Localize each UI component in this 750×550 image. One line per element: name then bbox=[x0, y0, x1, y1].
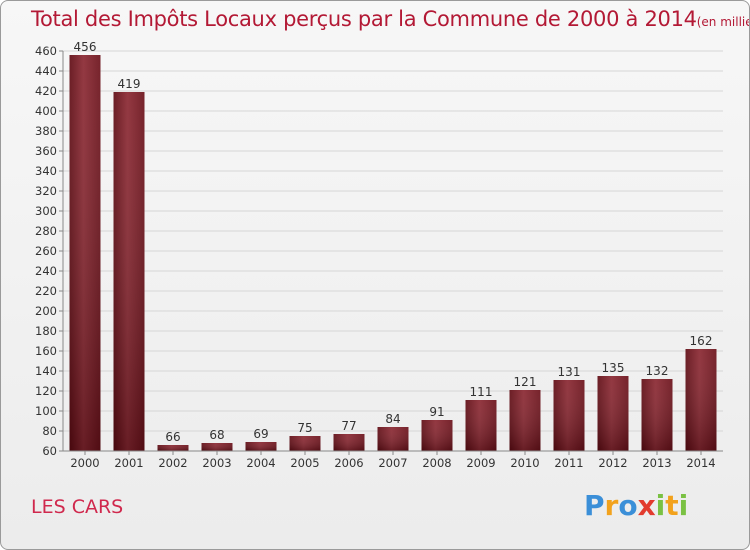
data-label: 132 bbox=[646, 364, 669, 378]
x-tick-label: 2009 bbox=[466, 456, 495, 470]
bar-gloss-2011 bbox=[553, 380, 585, 451]
x-tick-label: 2003 bbox=[202, 456, 231, 470]
data-label: 68 bbox=[209, 428, 224, 442]
bars bbox=[69, 55, 717, 451]
y-tick-label: 200 bbox=[35, 304, 57, 318]
data-label: 419 bbox=[118, 77, 141, 91]
bar-gloss-2013 bbox=[641, 379, 673, 451]
x-tick-label: 2005 bbox=[290, 456, 319, 470]
data-label: 75 bbox=[297, 421, 312, 435]
x-tick-label: 2004 bbox=[246, 456, 275, 470]
data-labels: 456 419 66 68 69 75 77 84 91 111 121 131 135 132 162 bbox=[74, 40, 713, 444]
bar-gloss-2004 bbox=[245, 442, 277, 451]
logo-letter-o: o bbox=[618, 489, 638, 522]
y-tick-label: 180 bbox=[35, 324, 57, 338]
x-axis-ticks: 2000 2001 2002 2003 2004 2005 2006 2007 2008 2009… bbox=[70, 451, 716, 470]
bar-gloss-2014 bbox=[685, 349, 717, 451]
logo-letter-x: x bbox=[637, 489, 656, 522]
x-tick-label: 2007 bbox=[378, 456, 407, 470]
data-label: 84 bbox=[385, 412, 400, 426]
y-tick-label: 460 bbox=[35, 44, 57, 58]
bar-gloss-2012 bbox=[597, 376, 629, 451]
x-tick-label: 2008 bbox=[422, 456, 451, 470]
bar-gloss-2009 bbox=[465, 400, 497, 451]
logo-letter-r: r bbox=[604, 489, 619, 522]
logo-letter-i1: i bbox=[655, 489, 666, 522]
data-label: 69 bbox=[253, 427, 268, 441]
chart-title-unit: (en milliers d'€) bbox=[696, 15, 749, 29]
data-label: 77 bbox=[341, 419, 356, 433]
y-tick-label: 80 bbox=[42, 424, 57, 438]
x-tick-label: 2011 bbox=[554, 456, 583, 470]
proxiti-logo: Proxiti bbox=[584, 489, 688, 522]
y-tick-label: 220 bbox=[35, 284, 57, 298]
bar-gloss-2003 bbox=[201, 443, 233, 451]
bar-gloss-2007 bbox=[377, 427, 409, 451]
x-tick-label: 2002 bbox=[158, 456, 187, 470]
bar-gloss-2000 bbox=[69, 55, 101, 451]
x-tick-label: 2006 bbox=[334, 456, 363, 470]
y-axis-ticks: 60 80 100 120 140 160 180 200 220 240 260 280 300 320… bbox=[35, 44, 63, 458]
y-tick-label: 100 bbox=[35, 404, 57, 418]
bar-gloss-2006 bbox=[333, 434, 365, 451]
data-label: 135 bbox=[602, 361, 625, 375]
y-tick-label: 60 bbox=[42, 444, 57, 458]
data-label: 111 bbox=[470, 385, 493, 399]
y-tick-label: 120 bbox=[35, 384, 57, 398]
y-tick-label: 240 bbox=[35, 264, 57, 278]
y-tick-label: 160 bbox=[35, 344, 57, 358]
data-label: 162 bbox=[690, 334, 713, 348]
data-label: 91 bbox=[429, 405, 444, 419]
logo-letter-p: P bbox=[584, 489, 605, 522]
y-tick-label: 320 bbox=[35, 184, 57, 198]
y-tick-label: 380 bbox=[35, 124, 57, 138]
x-tick-label: 2012 bbox=[598, 456, 627, 470]
y-tick-label: 340 bbox=[35, 164, 57, 178]
bar-gloss-2005 bbox=[289, 436, 321, 451]
x-tick-label: 2010 bbox=[510, 456, 539, 470]
chart-title: Total des Impôts Locaux perçus par la Co… bbox=[31, 7, 749, 31]
logo-letter-i2: i bbox=[678, 489, 689, 522]
logo-letter-t: t bbox=[665, 489, 679, 522]
data-label: 456 bbox=[74, 40, 97, 54]
y-tick-label: 440 bbox=[35, 64, 57, 78]
x-tick-label: 2000 bbox=[70, 456, 99, 470]
x-tick-label: 2001 bbox=[114, 456, 143, 470]
y-tick-label: 420 bbox=[35, 84, 57, 98]
bar-gloss-2002 bbox=[157, 445, 189, 451]
data-label: 121 bbox=[514, 375, 537, 389]
bar-gloss-2008 bbox=[421, 420, 453, 451]
y-tick-label: 360 bbox=[35, 144, 57, 158]
bar-gloss-2010 bbox=[509, 390, 541, 451]
chart-title-text: Total des Impôts Locaux perçus par la Co… bbox=[31, 7, 697, 31]
x-tick-label: 2014 bbox=[686, 456, 715, 470]
y-tick-label: 300 bbox=[35, 204, 57, 218]
y-tick-label: 400 bbox=[35, 104, 57, 118]
commune-name: LES CARS bbox=[31, 496, 124, 518]
y-tick-label: 280 bbox=[35, 224, 57, 238]
data-label: 66 bbox=[165, 430, 180, 444]
y-tick-label: 260 bbox=[35, 244, 57, 258]
x-tick-label: 2013 bbox=[642, 456, 671, 470]
bar-gloss-2001 bbox=[113, 92, 145, 451]
data-label: 131 bbox=[558, 365, 581, 379]
y-tick-label: 140 bbox=[35, 364, 57, 378]
